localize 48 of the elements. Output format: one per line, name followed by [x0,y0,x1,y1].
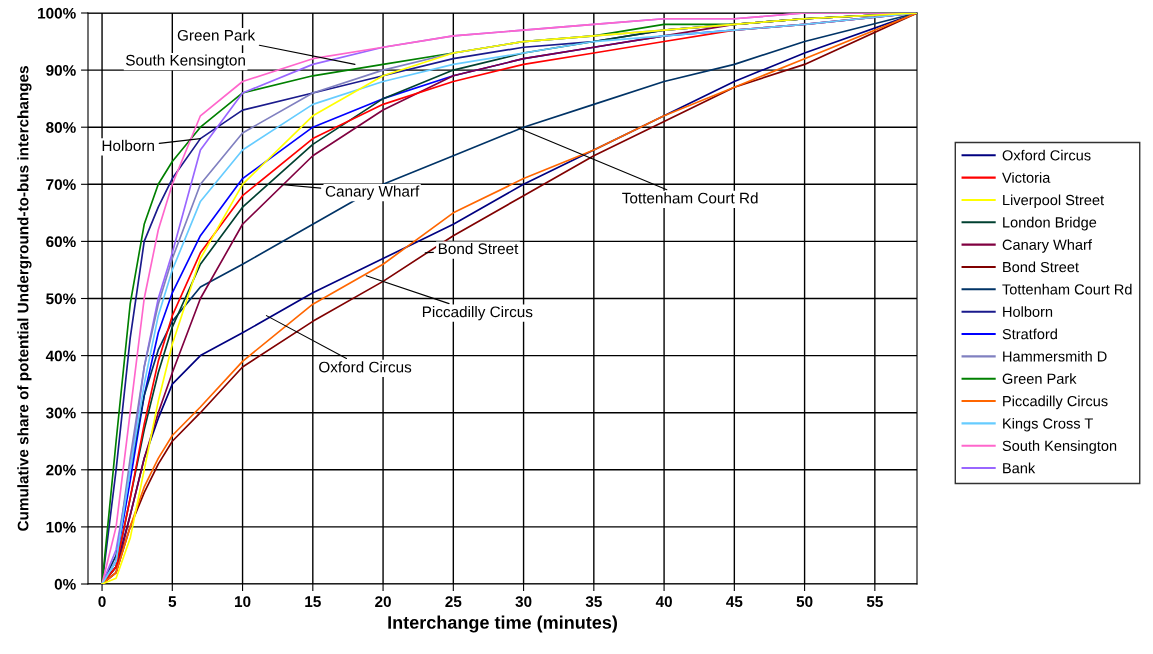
legend-label: Stratford [1002,328,1057,340]
annotation: South Kensington [126,54,245,69]
annotation: Oxford Circus [319,361,412,373]
annotation: Canary Wharf [325,185,420,200]
legend-label: Victoria [1002,172,1051,183]
legend-label: South Kensington [1002,440,1117,454]
legend-label: Kings Cross T [1003,417,1093,432]
legend-label: Piccadilly Circus [1003,395,1108,410]
y-tick-label: 70% [46,179,76,190]
x-tick-label: 20 [375,596,391,608]
y-tick-label: 60% [46,236,76,248]
y-tick-label: 0% [54,578,76,590]
y-tick-label: 50% [46,293,76,305]
y-axis-title: Cumulative share of potential Underground-to-bus interchanges [17,66,32,531]
x-tick-label: 40 [655,596,672,608]
x-tick-label: 15 [305,596,321,608]
y-tick-label: 40% [45,350,76,362]
y-tick-label: 10% [46,521,76,533]
x-tick-label: 35 [585,596,602,608]
x-tick-label: 25 [445,596,462,608]
x-tick-label: 10 [235,596,251,608]
legend-label: Oxford Circus [1002,149,1091,161]
legend-label: Bank [1003,462,1036,474]
legend-label: London Bridge [1003,216,1097,231]
y-tick-label: 20% [46,464,76,476]
legend-label: Hammersmith D [1003,350,1107,362]
annotation: Bond Street [438,242,519,255]
annotation: Green Park [177,29,256,41]
x-tick-label: 0 [98,596,106,608]
x-tick-label: 45 [726,596,743,608]
legend-label: Green Park [1002,373,1077,384]
legend-label: Liverpool Street [1003,194,1104,209]
legend-label: Canary Wharf [1002,239,1092,253]
x-tick-label: 5 [168,596,177,608]
legend-label: Bond Street [1003,261,1079,273]
y-tick-label: 80% [46,122,76,133]
annotation: Piccadilly Circus [422,306,533,321]
y-tick-label: 100% [38,7,76,19]
annotation: Holborn [102,139,154,152]
x-tick-label: 55 [866,596,883,608]
x-tick-label: 30 [515,596,532,608]
y-tick-label: 30% [45,407,76,419]
x-axis-title: Interchange time (minutes) [388,615,617,633]
annotation: Tottenham Court Rd [622,192,758,204]
legend-label: Holborn [1003,306,1053,317]
x-tick-label: 50 [796,596,813,608]
y-tick-label: 90% [46,64,76,76]
legend-label: Tottenham Court Rd [1002,283,1132,295]
